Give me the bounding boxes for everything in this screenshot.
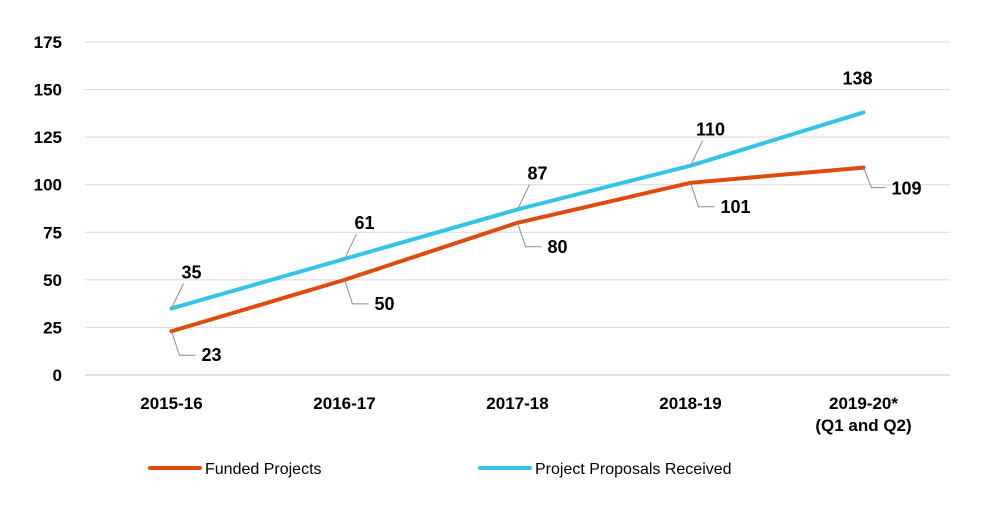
y-tick-label: 0 — [53, 366, 62, 385]
data-labels: 23 50 80 101 109 35 61 87 110 138 — [171, 68, 922, 365]
x-tick-label: 2017-18 — [486, 394, 548, 413]
label-leader-line — [863, 167, 886, 189]
series-line-1 — [169, 110, 866, 311]
data-label: 50 — [375, 294, 395, 314]
y-tick-label: 175 — [34, 33, 62, 52]
y-axis: 0 25 50 75 100 125 150 175 — [34, 33, 62, 385]
y-tick-label: 125 — [34, 128, 62, 147]
x-tick-label: 2015-16 — [140, 394, 202, 413]
y-tick-label: 75 — [43, 223, 62, 242]
label-leader-line — [171, 283, 184, 309]
legend-label: Project Proposals Received — [535, 461, 732, 478]
legend-label: Funded Projects — [205, 461, 322, 478]
label-leader-line — [690, 182, 715, 208]
label-leader-line — [690, 140, 703, 166]
y-tick-label: 25 — [43, 318, 62, 337]
data-label: 87 — [527, 163, 547, 183]
label-leader-line — [517, 222, 542, 248]
x-tick-label: 2018-19 — [659, 394, 721, 413]
gridlines — [85, 41, 950, 376]
y-tick-label: 50 — [43, 271, 62, 290]
data-label: 23 — [202, 345, 222, 365]
data-label: 80 — [548, 237, 568, 257]
x-tick-label: 2019-20* (Q1 and Q2) — [815, 394, 911, 435]
label-leader-line — [344, 233, 357, 260]
series-lines — [169, 110, 866, 334]
data-label: 61 — [354, 213, 374, 233]
x-tick-label: 2016-17 — [313, 394, 375, 413]
series-line-0 — [169, 165, 866, 334]
data-label: 110 — [696, 120, 725, 140]
x-axis: 2015-16 2016-17 2017-18 2018-19 2019-20* (Q1 … — [140, 394, 911, 435]
label-leader-line — [344, 279, 369, 305]
data-label: 109 — [892, 179, 922, 199]
data-label: 101 — [721, 197, 751, 217]
label-leader-line — [517, 184, 530, 210]
label-leader-line — [171, 331, 196, 356]
data-label: 138 — [842, 68, 872, 88]
data-label: 35 — [181, 262, 201, 282]
y-tick-label: 150 — [34, 81, 62, 100]
legend: Funded Projects Project Proposals Receive… — [148, 461, 732, 478]
y-tick-label: 100 — [34, 176, 62, 195]
